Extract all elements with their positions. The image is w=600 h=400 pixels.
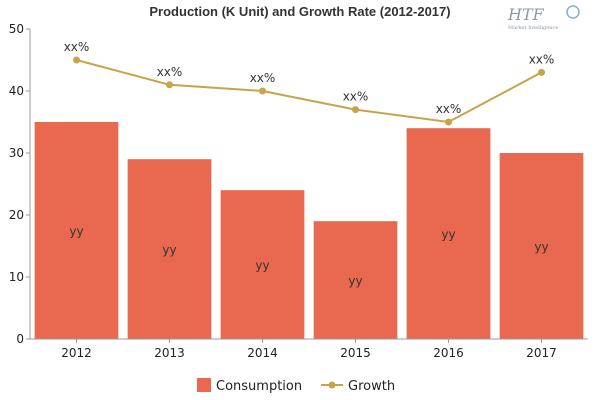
bar-data-label: yy [162,243,176,257]
bar-data-label: yy [69,225,83,239]
line-point [445,118,452,126]
x-tick-label: 2013 [154,346,185,360]
brand-logo: HTF Market Intelligence [507,5,580,31]
bar-data-label: yy [534,240,548,254]
line-data-label: xx% [64,40,90,54]
line-point [259,87,266,95]
x-tick-label: 2014 [247,346,278,360]
y-tick-label: 0 [16,332,24,346]
bar-data-label: yy [255,259,269,273]
growth-line [76,59,542,124]
x-tick-label: 2012 [61,346,92,360]
bar-data-label: yy [441,228,455,242]
legend-swatch-consumption [197,378,211,392]
line-data-label: xx% [157,65,183,79]
y-tick-label: 30 [9,146,24,160]
line-data-label: xx% [343,90,369,104]
y-tick-label: 20 [9,208,24,222]
bar-series: yy yy yy yy yy yy [34,122,584,339]
globe-icon [566,5,580,19]
bar [220,190,305,339]
y-axis: 0 10 20 30 40 50 [9,22,31,346]
line-point [166,81,173,89]
line-point [538,68,545,76]
logo-subtitle: Market Intelligence [508,25,558,31]
logo-text: HTF [507,5,545,24]
y-tick-label: 10 [9,270,24,284]
legend-marker-growth [328,381,336,389]
line-data-label: xx% [250,71,276,85]
y-tick-label: 50 [9,22,24,36]
line-point [352,106,359,114]
line-series: xx% xx% xx% xx% xx% xx% [64,40,555,126]
x-tick-label: 2015 [340,346,371,360]
bar [34,122,119,339]
bar [313,221,398,339]
legend: Consumption Growth [197,378,395,394]
legend-label-growth: Growth [348,379,395,394]
chart-title: Production (K Unit) and Growth Rate (201… [149,4,450,19]
x-axis: 2012 2013 2014 2015 2016 2017 [30,338,588,360]
line-point [73,56,80,64]
x-tick-label: 2016 [433,346,464,360]
legend-label-consumption: Consumption [216,379,302,394]
line-data-label: xx% [436,102,462,116]
bar [127,159,212,339]
y-tick-label: 40 [9,84,24,98]
x-tick-label: 2017 [526,346,557,360]
bar [406,128,491,339]
line-data-label: xx% [529,52,555,66]
bar [499,153,584,339]
bar-data-label: yy [348,274,362,288]
